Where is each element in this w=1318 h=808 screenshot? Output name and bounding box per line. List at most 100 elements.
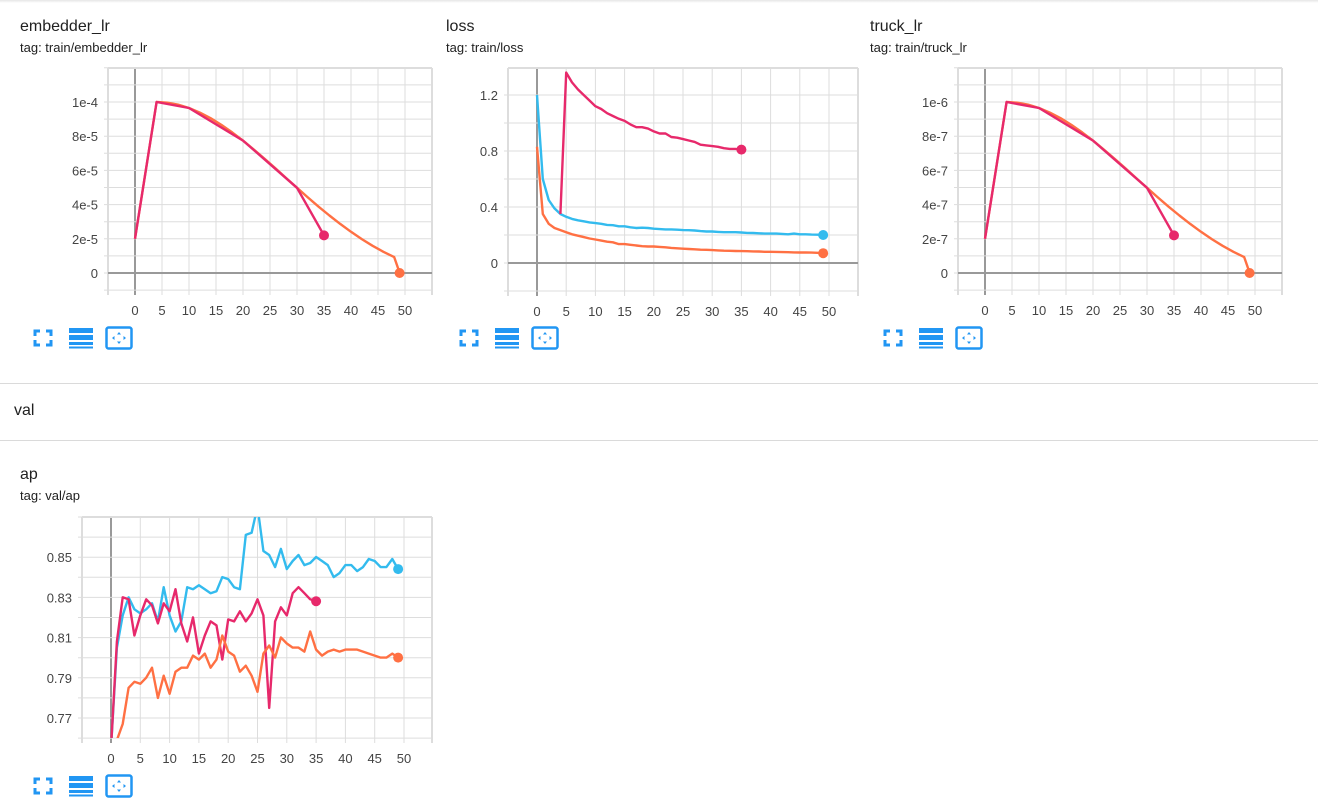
- x-tick-label: 30: [280, 751, 294, 766]
- chart-toolbar: [456, 326, 570, 350]
- chart-card-truck-lr: truck_lr tag: train/truck_lr 1e-6 8e-7 6e-…: [850, 0, 1283, 360]
- x-tick-label: 50: [397, 751, 411, 766]
- y-tick-label: 0.8: [480, 144, 498, 159]
- y-tick-label: 1e-6: [922, 95, 948, 110]
- fit-domain-button[interactable]: [955, 326, 983, 350]
- series-end-marker: [393, 652, 404, 663]
- series-end-marker: [736, 144, 747, 155]
- series-lines: [133, 100, 401, 274]
- x-tick-label: 50: [822, 304, 836, 319]
- x-tick-label: 15: [192, 751, 206, 766]
- y-tick-label: 0.83: [47, 590, 72, 605]
- grid: [78, 516, 433, 743]
- x-tick-label: 10: [182, 303, 196, 318]
- x-tick-label: 30: [290, 303, 304, 318]
- series-end-marker: [393, 564, 404, 575]
- series-end-marker: [394, 268, 405, 278]
- x-tick-label: 20: [1086, 303, 1100, 318]
- y-tick-label: 6e-5: [72, 163, 98, 178]
- grid: [504, 67, 859, 296]
- fullscreen-icon: [33, 777, 53, 795]
- x-tick-label: 15: [617, 304, 631, 319]
- fullscreen-button[interactable]: [880, 326, 906, 350]
- fit-domain-icon: [955, 326, 983, 350]
- x-tick-label: 25: [1113, 303, 1127, 318]
- chart-title: embedder_lr: [20, 18, 110, 35]
- y-tick-label: 0.77: [47, 711, 72, 726]
- section-divider: [0, 383, 1318, 384]
- series-end-marker: [818, 248, 829, 259]
- x-tick-label: 40: [763, 304, 777, 319]
- y-tick-label: 4e-7: [922, 198, 948, 213]
- line-chart-ap[interactable]: 0.85 0.83 0.81 0.79 0.77 0 5 10 15 20 25 30 35 40 45 50: [0, 448, 440, 778]
- x-tick-label: 40: [344, 303, 358, 318]
- x-tick-label: 0: [107, 751, 114, 766]
- y-tick-label: 1e-4: [72, 95, 98, 110]
- x-tick-label: 35: [734, 304, 748, 319]
- chart-card-embedder-lr: embedder_lr tag: train/embedder_lr 1e-4 8…: [0, 0, 433, 360]
- x-axis-labels: 0 5 10 15 20 25 30 35 40 45 50: [533, 304, 836, 319]
- chart-tag: tag: train/truck_lr: [870, 40, 967, 55]
- chart-tag: tag: train/embedder_lr: [20, 40, 148, 55]
- y-axis-labels: 1e-6 8e-7 6e-7 4e-7 2e-7 0: [922, 95, 948, 281]
- x-tick-label: 25: [263, 303, 277, 318]
- fit-domain-button[interactable]: [531, 326, 559, 350]
- chart-card-ap: ap tag: val/ap 0.85 0.83 0.81 0.79 0.77 0 5 10 1…: [0, 448, 433, 808]
- x-tick-label: 45: [793, 304, 807, 319]
- y-tick-label: 0.4: [480, 200, 498, 215]
- fullscreen-button[interactable]: [30, 774, 56, 798]
- y-tick-label: 1.2: [480, 88, 498, 103]
- x-tick-label: 20: [647, 304, 661, 319]
- fit-domain-icon: [531, 326, 559, 350]
- grid: [104, 67, 433, 295]
- fit-domain-button[interactable]: [105, 774, 133, 798]
- y-tick-label: 0.81: [47, 631, 72, 646]
- list-icon: [494, 327, 520, 349]
- series-line-run-orange: [116, 630, 399, 738]
- fit-domain-icon: [105, 326, 133, 350]
- line-chart-truck-lr[interactable]: 1e-6 8e-7 6e-7 4e-7 2e-7 0 0 5 10 15 20 25 30 35 40 45 5…: [850, 0, 1290, 330]
- x-tick-label: 15: [209, 303, 223, 318]
- fullscreen-button[interactable]: [456, 326, 482, 350]
- chart-card-loss: loss tag: train/loss 1.2 0.8 0.4 0 0 5 10 15 20 2…: [426, 0, 859, 360]
- y-tick-label: 0: [941, 266, 948, 281]
- x-tick-label: 45: [367, 751, 381, 766]
- x-tick-label: 50: [1248, 303, 1262, 318]
- y-tick-label: 0: [491, 256, 498, 271]
- y-tick-label: 8e-5: [72, 129, 98, 144]
- series-line-run-pink: [110, 585, 317, 738]
- fullscreen-button[interactable]: [30, 326, 56, 350]
- x-tick-label: 10: [588, 304, 602, 319]
- x-tick-label: 35: [317, 303, 331, 318]
- series-line-run-cyan: [110, 517, 400, 738]
- line-chart-embedder-lr[interactable]: 1e-4 8e-5 6e-5 4e-5 2e-5 0 0 5 10 15 20 25 30 35 40 45 5…: [0, 0, 440, 330]
- fullscreen-icon: [459, 329, 479, 347]
- x-tick-label: 0: [131, 303, 138, 318]
- chart-title: loss: [446, 18, 475, 35]
- chart-tag: tag: train/loss: [446, 40, 524, 55]
- list-icon: [68, 775, 94, 797]
- fit-domain-button[interactable]: [105, 326, 133, 350]
- x-tick-label: 50: [398, 303, 412, 318]
- top-edge-shadow: [0, 0, 1318, 3]
- toggle-data-table-button[interactable]: [68, 326, 94, 350]
- series-end-marker: [818, 230, 829, 240]
- x-tick-label: 5: [1008, 303, 1015, 318]
- x-tick-label: 0: [981, 303, 988, 318]
- fullscreen-icon: [33, 329, 53, 347]
- section-title-val[interactable]: val: [14, 402, 35, 419]
- y-tick-label: 0.85: [47, 550, 72, 565]
- y-axis-labels: 0.85 0.83 0.81 0.79 0.77: [47, 550, 72, 726]
- x-tick-label: 35: [1167, 303, 1181, 318]
- line-chart-loss[interactable]: 1.2 0.8 0.4 0 0 5 10 15 20 25 30 35 40 45 50: [426, 0, 866, 330]
- x-tick-label: 5: [158, 303, 165, 318]
- y-tick-label: 6e-7: [922, 163, 948, 178]
- x-tick-label: 30: [705, 304, 719, 319]
- x-tick-label: 35: [309, 751, 323, 766]
- toggle-data-table-button[interactable]: [68, 774, 94, 798]
- toggle-data-table-button[interactable]: [918, 326, 944, 350]
- grid: [954, 67, 1283, 295]
- fit-domain-icon: [105, 774, 133, 798]
- toggle-data-table-button[interactable]: [494, 326, 520, 350]
- series-end-marker: [319, 230, 329, 241]
